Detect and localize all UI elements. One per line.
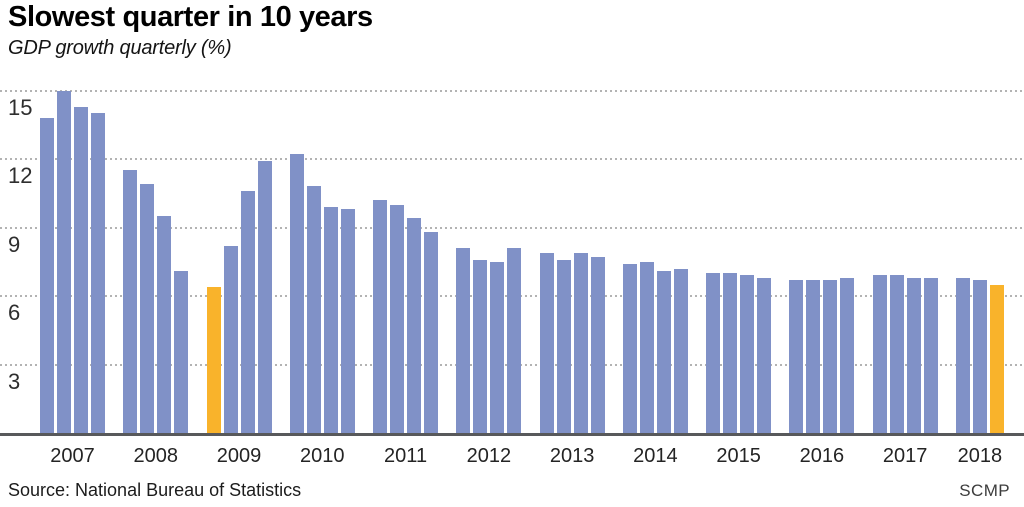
year-group-2008: 2008 xyxy=(123,170,189,466)
bar-2011-q3 xyxy=(407,218,422,433)
bar-2013-q3 xyxy=(573,252,588,433)
chart-title: Slowest quarter in 10 years xyxy=(8,1,373,33)
bar-2016-q2 xyxy=(806,280,821,433)
bar-2008-q3 xyxy=(157,216,172,433)
bar-2007-q3 xyxy=(74,106,88,433)
gridline-12 xyxy=(0,158,1024,161)
gridline-9 xyxy=(0,226,1024,229)
bar-2016-q3 xyxy=(823,280,838,433)
year-group-2014: 2014 xyxy=(622,261,688,466)
bar-2009-q4 xyxy=(257,161,272,433)
chart-footer: Source: National Bureau of Statistics SC… xyxy=(8,480,1010,501)
x-axis-year-label-2014: 2014 xyxy=(633,445,678,467)
bar-2012-q1 xyxy=(456,248,471,433)
bar-2010-q2 xyxy=(306,186,321,433)
x-axis-line xyxy=(0,433,1024,436)
bar-2015-q4 xyxy=(757,277,772,433)
bar-2016-q4 xyxy=(840,277,855,433)
bar-2012-q4 xyxy=(507,248,522,433)
bar-2017-q2 xyxy=(889,275,904,433)
bar-2013-q1 xyxy=(539,252,554,433)
bar-2013-q2 xyxy=(556,259,571,433)
bar-2009-q3 xyxy=(240,191,255,433)
bar-2018-q3 xyxy=(989,284,1004,433)
bar-2015-q2 xyxy=(723,273,738,433)
bar-2007-q1 xyxy=(40,117,54,433)
bar-2009-q1 xyxy=(206,286,221,433)
bar-2015-q3 xyxy=(740,275,755,433)
bar-2013-q4 xyxy=(590,257,605,433)
year-group-2015: 2015 xyxy=(706,273,772,466)
bar-2016-q1 xyxy=(789,280,804,433)
bar-plot-area: 2007 2008 2009 2010 2011 2012 2013 2014 2015 2016… xyxy=(40,90,1004,466)
y-axis-tick-label-15: 15 xyxy=(8,94,33,120)
x-axis-year-label-2012: 2012 xyxy=(466,445,512,467)
x-axis-year-label-2018: 2018 xyxy=(957,445,1003,467)
bar-2011-q1 xyxy=(373,200,388,433)
year-group-2010: 2010 xyxy=(289,154,355,466)
bar-2012-q2 xyxy=(473,259,488,433)
year-group-2018: 2018 xyxy=(955,277,1004,466)
gridline-15 xyxy=(0,89,1024,92)
x-axis-year-label-2009: 2009 xyxy=(216,445,262,467)
source-note: Source: National Bureau of Statistics xyxy=(8,480,302,500)
chart-subtitle: GDP growth quarterly (%) xyxy=(8,37,232,59)
bar-2010-q1 xyxy=(289,154,304,433)
x-axis-year-label-2010: 2010 xyxy=(300,445,345,467)
x-axis-year-label-2008: 2008 xyxy=(133,445,179,467)
x-axis-year-label-2011: 2011 xyxy=(384,445,428,467)
bar-2014-q4 xyxy=(673,268,688,433)
year-group-2009: 2009 xyxy=(206,161,272,466)
bar-2012-q3 xyxy=(490,261,505,433)
bar-2015-q1 xyxy=(706,273,721,433)
y-axis-tick-label-3: 3 xyxy=(8,368,21,394)
bar-2014-q2 xyxy=(639,261,654,433)
year-group-2007: 2007 xyxy=(40,90,105,466)
x-axis-year-label-2016: 2016 xyxy=(799,445,845,467)
bar-2011-q4 xyxy=(424,232,439,433)
bar-2014-q1 xyxy=(622,264,637,433)
bar-2018-q1 xyxy=(955,277,970,433)
bar-2017-q4 xyxy=(923,277,938,433)
y-axis-tick-label-9: 9 xyxy=(8,231,21,257)
y-axis-tick-label-12: 12 xyxy=(8,163,33,189)
x-axis-year-label-2007: 2007 xyxy=(50,445,95,467)
year-group-2016: 2016 xyxy=(789,277,855,466)
chart-header: Slowest quarter in 10 years GDP growth q… xyxy=(8,0,1016,60)
bar-2008-q2 xyxy=(140,184,155,433)
bar-2011-q2 xyxy=(390,204,405,433)
bar-2017-q1 xyxy=(872,275,887,433)
bar-2007-q2 xyxy=(57,90,71,433)
x-axis-year-label-2015: 2015 xyxy=(716,445,761,467)
bar-2009-q2 xyxy=(223,245,238,433)
bar-2007-q4 xyxy=(91,113,105,433)
x-axis-year-label-2013: 2013 xyxy=(549,445,595,467)
bar-2018-q2 xyxy=(972,280,987,433)
bar-2010-q4 xyxy=(340,209,355,433)
y-axis-tick-label-6: 6 xyxy=(8,300,21,326)
year-group-2013: 2013 xyxy=(539,252,605,466)
bar-2014-q3 xyxy=(656,270,671,433)
credit-label: SCMP xyxy=(959,481,1010,500)
year-group-2017: 2017 xyxy=(872,275,938,466)
year-group-2011: 2011 xyxy=(373,200,439,466)
bar-2010-q3 xyxy=(323,206,338,433)
x-axis-year-label-2017: 2017 xyxy=(882,445,928,467)
year-group-2012: 2012 xyxy=(456,248,522,466)
bar-2017-q3 xyxy=(906,277,921,433)
bar-2008-q1 xyxy=(123,170,138,433)
bar-2008-q4 xyxy=(174,270,189,433)
